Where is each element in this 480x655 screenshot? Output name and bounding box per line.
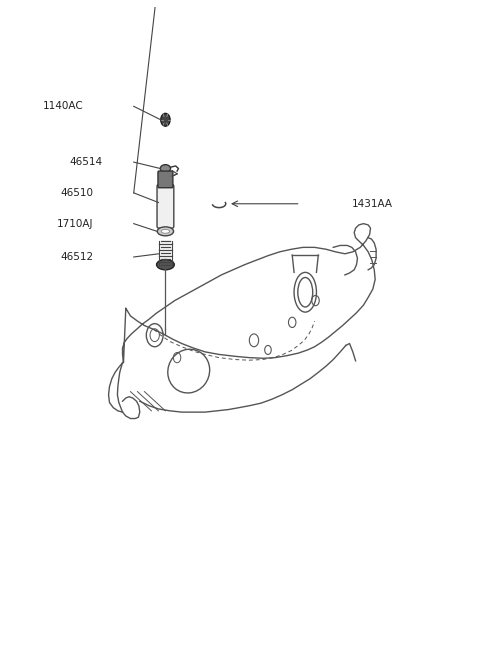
FancyBboxPatch shape [158,171,173,188]
Ellipse shape [157,227,174,236]
Ellipse shape [160,164,170,172]
Text: 1710AJ: 1710AJ [57,219,93,229]
Text: 46514: 46514 [70,157,103,167]
Text: 46510: 46510 [60,188,93,198]
Ellipse shape [156,259,174,270]
Text: 1431AA: 1431AA [352,198,393,209]
Text: 46512: 46512 [60,252,93,262]
Ellipse shape [161,229,169,233]
Circle shape [161,113,170,126]
Text: 1140AC: 1140AC [43,102,84,111]
FancyBboxPatch shape [157,185,174,228]
